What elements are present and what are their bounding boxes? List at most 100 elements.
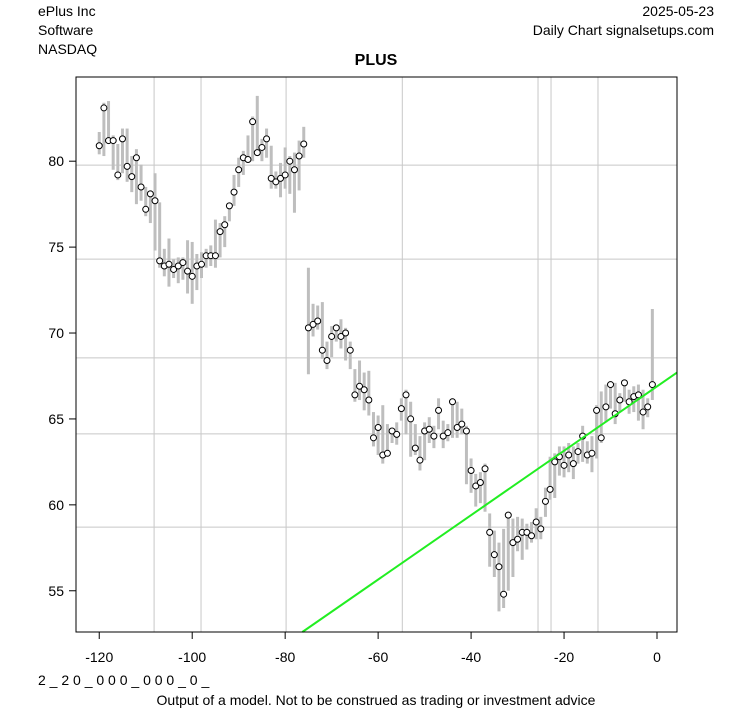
close-point: [411, 444, 419, 452]
close-point: [509, 539, 517, 547]
close-point: [118, 135, 126, 143]
chart-title: PLUS: [355, 52, 398, 69]
close-point: [523, 528, 531, 536]
close-point: [137, 183, 145, 191]
close-point: [634, 391, 642, 399]
close-point: [602, 403, 610, 411]
close-point: [142, 205, 150, 213]
close-point: [123, 162, 131, 170]
close-point: [244, 155, 252, 163]
close-point: [569, 460, 577, 468]
close-point: [620, 379, 628, 387]
close-point: [174, 262, 182, 270]
close-point: [402, 391, 410, 399]
close-point: [453, 424, 461, 432]
close-point: [249, 118, 257, 126]
close-point: [528, 532, 536, 540]
close-point: [188, 272, 196, 280]
close-point: [448, 398, 456, 406]
close-point: [616, 396, 624, 404]
sector: Software: [38, 22, 93, 38]
close-point: [300, 140, 308, 148]
date: 2025-05-23: [642, 3, 714, 19]
close-point: [346, 346, 354, 354]
close-point: [416, 456, 424, 464]
close-point: [407, 415, 415, 423]
x-tick-label: 0: [653, 649, 661, 665]
close-point: [216, 228, 224, 236]
source: Daily Chart signalsetups.com: [533, 22, 714, 38]
y-tick-label: 65: [48, 411, 64, 427]
close-point: [356, 382, 364, 390]
close-point: [179, 259, 187, 267]
close-point: [114, 171, 122, 179]
close-point: [467, 466, 475, 474]
close-point: [365, 396, 373, 404]
close-point: [486, 528, 494, 536]
company: ePlus Inc: [38, 3, 96, 19]
close-point: [644, 403, 652, 411]
plot-frame: [75, 76, 678, 633]
close-point: [514, 535, 522, 543]
close-point: [109, 137, 117, 145]
close-point: [211, 252, 219, 260]
x-tick-label: -120: [85, 649, 113, 665]
x-tick-label: -60: [368, 649, 388, 665]
close-point: [318, 346, 326, 354]
close-point: [588, 449, 596, 457]
close-point: [565, 451, 573, 459]
close-point: [225, 202, 233, 210]
close-point: [170, 265, 178, 273]
close-point: [435, 406, 443, 414]
y-tick-label: 70: [48, 325, 64, 341]
close-point: [532, 518, 540, 526]
close-point: [263, 135, 271, 143]
close-point: [593, 406, 601, 414]
close-point: [458, 420, 466, 428]
disclaimer: Output of a model. Not to be construed a…: [157, 692, 596, 708]
close-point: [560, 461, 568, 469]
close-point: [304, 324, 312, 332]
close-point: [439, 432, 447, 440]
close-point: [472, 482, 480, 490]
x-tick-label: -20: [554, 649, 574, 665]
close-point: [184, 267, 192, 275]
close-point: [374, 424, 382, 432]
x-tick-label: -40: [461, 649, 481, 665]
close-point: [230, 188, 238, 196]
close-point: [323, 357, 331, 365]
close-point: [597, 434, 605, 442]
close-point: [146, 190, 154, 198]
close-point: [351, 391, 359, 399]
y-tick-label: 60: [48, 497, 64, 513]
close-point: [128, 173, 136, 181]
x-tick-label: -80: [275, 649, 295, 665]
close-point: [444, 429, 452, 437]
close-point: [286, 157, 294, 165]
close-point: [393, 430, 401, 438]
close-point: [328, 332, 336, 340]
y-tick-label: 80: [48, 153, 64, 169]
trend-line: [301, 371, 678, 633]
close-point: [541, 497, 549, 505]
close-point: [332, 324, 340, 332]
close-point: [235, 166, 243, 174]
close-point: [504, 511, 512, 519]
close-point: [648, 381, 656, 389]
close-point: [476, 479, 484, 487]
close-point: [132, 154, 140, 162]
close-point: [277, 174, 285, 182]
close-point: [397, 405, 405, 413]
x-tick-label: -100: [178, 649, 206, 665]
close-point: [462, 427, 470, 435]
exchange: NASDAQ: [38, 41, 97, 57]
close-point: [197, 260, 205, 268]
close-point: [607, 381, 615, 389]
close-point: [253, 149, 261, 157]
close-point: [369, 434, 377, 442]
close-point: [151, 197, 159, 205]
close-point: [490, 551, 498, 559]
close-point: [383, 449, 391, 457]
close-point: [95, 142, 103, 150]
